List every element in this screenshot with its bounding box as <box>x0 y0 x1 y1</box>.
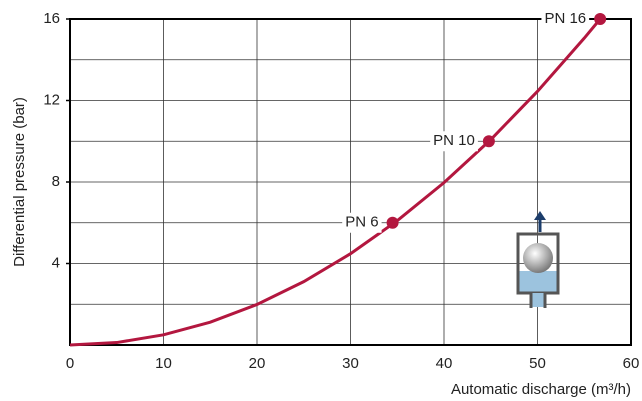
x-tick-label: 0 <box>66 355 74 372</box>
label-background <box>342 212 382 233</box>
y-tick-label: 12 <box>43 91 60 108</box>
x-axis-label: Automatic discharge (m³/h) <box>451 381 631 398</box>
curve <box>69 18 602 347</box>
y-tick-label: 16 <box>43 10 60 27</box>
label-background <box>541 9 590 29</box>
x-tick-label: 20 <box>249 355 266 372</box>
x-tick-label: 10 <box>155 355 172 372</box>
point-marker <box>482 135 495 148</box>
point-marker <box>386 216 399 229</box>
x-tick-label: 40 <box>436 355 453 372</box>
x-tick-label: 30 <box>342 355 359 372</box>
plot-frame <box>69 18 632 346</box>
valve-icon <box>516 211 560 308</box>
y-tick-label: 4 <box>52 254 60 271</box>
y-tick-label: 8 <box>52 173 60 190</box>
point-label: PN 6 <box>345 214 378 231</box>
point-label: PN 16 <box>544 10 586 27</box>
point-label: PN 10 <box>433 132 475 149</box>
point-marker <box>594 13 607 25</box>
x-tick-label: 50 <box>529 355 546 372</box>
label-background <box>430 131 478 152</box>
y-axis-label: Differential pressure (bar) <box>11 97 28 267</box>
x-tick-label: 60 <box>623 355 640 372</box>
